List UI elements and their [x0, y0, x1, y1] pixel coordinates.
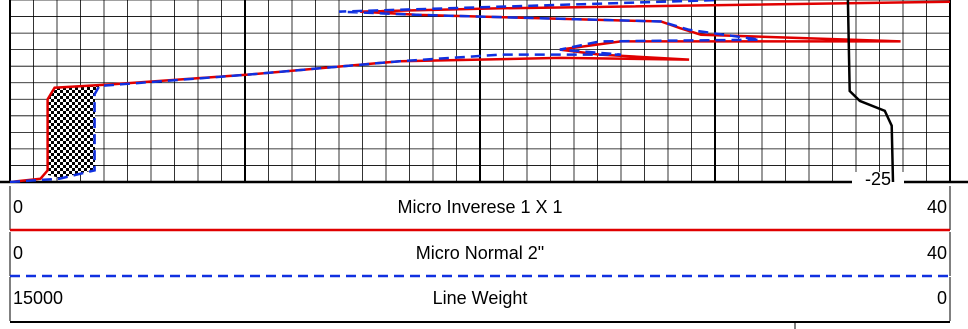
- scale-max: 40: [927, 197, 947, 217]
- legend-label: Micro Inverese 1 X 1: [397, 197, 562, 217]
- scale-max: 40: [927, 243, 947, 263]
- log-curve: [846, 0, 895, 183]
- y-tick-label-bg: [852, 172, 904, 188]
- crossover-fill: [48, 86, 100, 178]
- scale-min: 0: [13, 197, 23, 217]
- scale-min: 15000: [13, 288, 63, 308]
- scale-min: 0: [13, 243, 23, 263]
- log-curve: [9, 0, 760, 183]
- legend-label: Micro Normal 2": [416, 243, 544, 263]
- y-tick-label: -25: [865, 169, 891, 189]
- legend-label: Line Weight: [433, 288, 528, 308]
- scale-max: 0: [937, 288, 947, 308]
